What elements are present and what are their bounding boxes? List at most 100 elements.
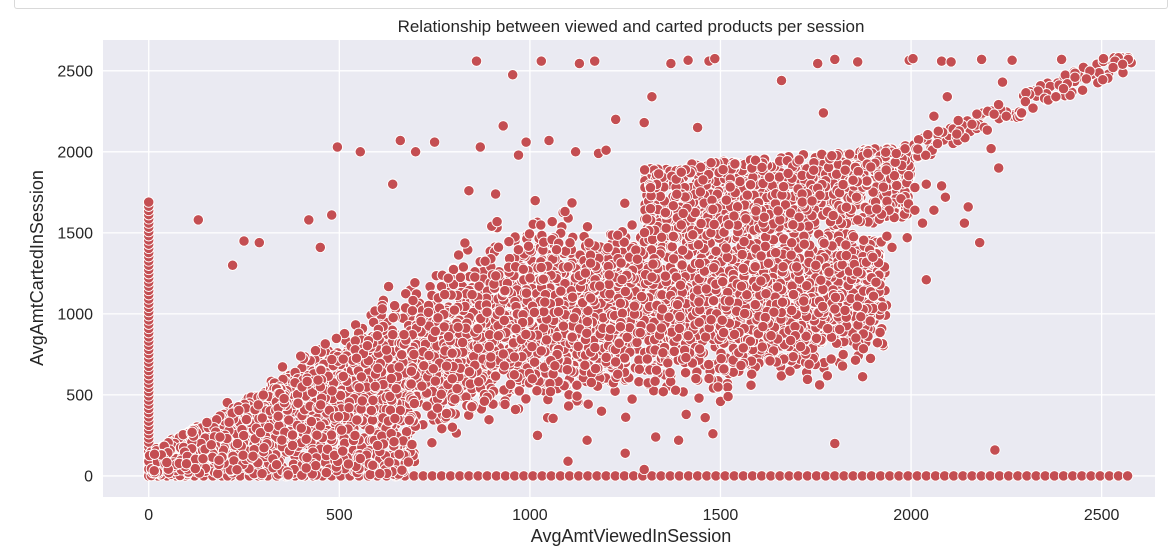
data-point <box>581 221 594 233</box>
data-point <box>550 244 563 256</box>
data-point <box>837 348 849 361</box>
data-point <box>491 215 503 228</box>
data-point <box>492 241 505 253</box>
data-point <box>557 320 570 332</box>
data-point <box>864 315 876 327</box>
data-point <box>626 219 638 231</box>
data-point <box>710 245 722 257</box>
data-point <box>559 205 571 218</box>
data-point <box>416 380 428 392</box>
data-point <box>801 373 814 386</box>
data-point <box>582 398 594 410</box>
data-point <box>435 388 447 400</box>
data-point <box>849 354 862 366</box>
data-point <box>409 277 421 289</box>
data-point <box>680 351 692 364</box>
data-point <box>382 280 395 293</box>
data-point <box>535 345 547 357</box>
data-point <box>583 237 595 249</box>
data-point <box>619 197 631 209</box>
data-point <box>387 312 399 324</box>
data-point <box>459 237 471 249</box>
data-point <box>693 392 705 404</box>
data-point <box>483 340 495 353</box>
data-point <box>787 351 799 363</box>
data-point <box>600 351 612 364</box>
data-point <box>319 338 331 350</box>
data-point <box>446 373 458 385</box>
data-point <box>690 372 702 385</box>
data-point <box>858 234 870 246</box>
data-point <box>513 385 525 397</box>
data-point <box>693 316 705 328</box>
data-point <box>143 196 155 208</box>
data-point <box>376 303 388 315</box>
data-point <box>803 358 815 370</box>
data-point <box>535 219 547 231</box>
data-point <box>469 271 481 283</box>
data-point <box>330 332 343 345</box>
data-point <box>817 283 829 296</box>
data-point <box>512 244 525 256</box>
data-point <box>669 384 682 396</box>
data-point <box>1121 470 1134 482</box>
data-points <box>143 52 1137 482</box>
data-point <box>825 353 837 365</box>
data-point <box>603 278 615 291</box>
data-point <box>526 340 538 353</box>
data-point <box>562 400 575 412</box>
previous-cell-border <box>0 0 1172 11</box>
data-point <box>566 331 578 343</box>
data-point <box>856 371 869 383</box>
data-point <box>388 299 401 312</box>
data-point <box>649 375 661 387</box>
data-point <box>784 365 796 377</box>
data-point <box>630 244 642 256</box>
data-point <box>693 343 706 355</box>
data-point <box>446 347 458 359</box>
data-point <box>522 240 535 252</box>
data-point <box>810 332 823 345</box>
data-point <box>864 352 877 365</box>
data-point <box>679 367 692 379</box>
data-point <box>472 323 484 335</box>
data-point <box>595 405 608 417</box>
data-point <box>736 248 748 261</box>
data-point <box>547 412 559 425</box>
data-point <box>489 370 502 382</box>
data-point <box>756 341 768 353</box>
data-point <box>738 235 750 248</box>
data-point <box>529 194 541 207</box>
data-point <box>771 281 784 293</box>
data-point <box>421 400 433 412</box>
data-point <box>564 237 576 249</box>
data-point <box>634 326 646 339</box>
data-point <box>555 285 567 297</box>
data-point <box>452 249 465 261</box>
data-point <box>472 342 484 354</box>
data-point <box>857 343 870 355</box>
data-point <box>546 215 558 228</box>
data-point <box>631 336 643 349</box>
data-point <box>540 334 553 346</box>
data-point <box>794 340 807 353</box>
data-point <box>682 330 694 342</box>
data-point <box>633 376 645 388</box>
data-point <box>721 381 734 393</box>
data-point <box>276 361 289 373</box>
data-point <box>436 423 448 435</box>
data-point <box>571 390 583 402</box>
data-point <box>759 240 771 253</box>
data-point <box>478 395 491 407</box>
data-point <box>551 331 563 343</box>
data-point <box>666 241 678 253</box>
data-point <box>650 364 663 376</box>
data-point <box>440 407 453 420</box>
data-point <box>531 385 543 397</box>
data-point <box>626 393 638 405</box>
data-point <box>823 266 835 278</box>
data-point <box>457 261 470 273</box>
data-point <box>309 344 322 357</box>
data-point <box>612 229 624 241</box>
data-point <box>609 356 622 368</box>
